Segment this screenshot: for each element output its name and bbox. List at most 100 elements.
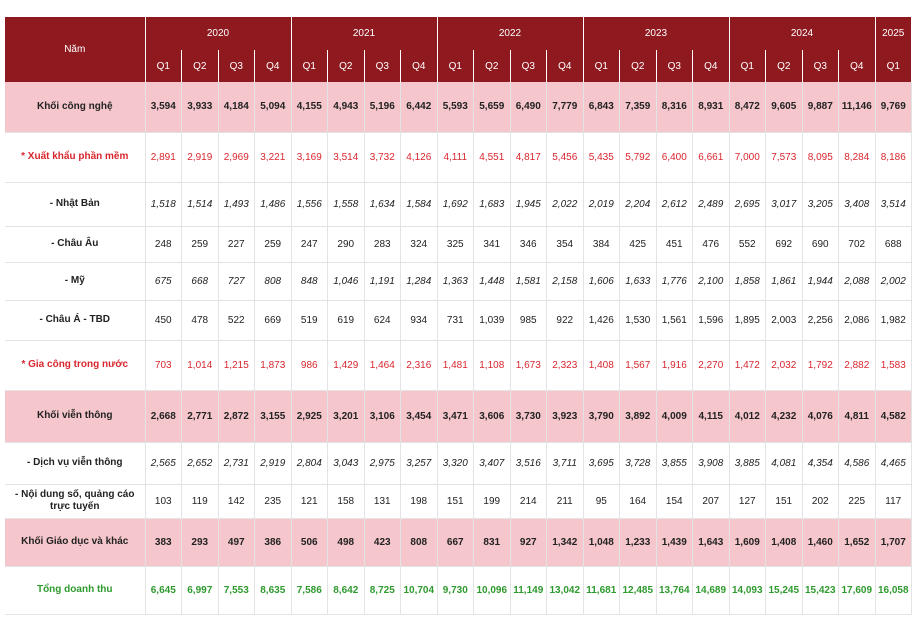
year-header: 2025 (875, 17, 912, 50)
value-cell: 1,408 (765, 518, 803, 567)
value-cell: 1,014 (181, 340, 219, 391)
year-row: Năm 2020 2021 2022 2023 2024 2025 (5, 17, 912, 82)
value-cell: 3,728 (619, 442, 657, 485)
value-cell: 9,605 (765, 82, 803, 133)
value-cell: 4,115 (692, 390, 730, 443)
value-cell: 5,593 (437, 82, 474, 133)
value-cell: 4,811 (838, 390, 876, 443)
value-cell: 9,730 (437, 566, 474, 615)
value-cell: 293 (181, 518, 219, 567)
value-cell: 8,284 (838, 132, 876, 183)
value-cell: 7,359 (619, 82, 657, 133)
value-cell: 2,316 (400, 340, 438, 391)
value-cell: 478 (181, 300, 219, 341)
year-header: 2024 (729, 17, 876, 50)
value-cell: 1,944 (802, 262, 839, 301)
value-cell: 1,486 (254, 182, 292, 227)
value-cell: 669 (254, 300, 292, 341)
value-cell: 2,872 (218, 390, 255, 443)
value-cell: 4,012 (729, 390, 766, 443)
value-cell: 3,695 (583, 442, 620, 485)
value-cell: 8,472 (729, 82, 766, 133)
value-cell: 3,454 (400, 390, 438, 443)
row-label: - Nội dung số, quảng cáo trực tuyến (5, 484, 146, 519)
value-cell: 2,975 (364, 442, 401, 485)
value-cell: 2,270 (692, 340, 730, 391)
table-row: Tổng doanh thu 6,645 6,997 7,553 8,635 7,586 8… (5, 566, 912, 615)
value-cell: 227 (218, 226, 255, 263)
value-cell: 6,645 (145, 566, 182, 615)
value-cell: 6,997 (181, 566, 219, 615)
value-cell: 1,634 (364, 182, 401, 227)
value-cell: 16,058 (875, 566, 912, 615)
value-cell: 1,426 (583, 300, 620, 341)
value-cell: 10,096 (473, 566, 511, 615)
value-cell: 121 (291, 484, 328, 519)
value-cell: 2,003 (765, 300, 803, 341)
value-cell: 1,895 (729, 300, 766, 341)
value-cell: 1,215 (218, 340, 255, 391)
value-cell: 450 (145, 300, 182, 341)
value-cell: 3,855 (656, 442, 693, 485)
value-cell: 3,732 (364, 132, 401, 183)
table-row: Khối viễn thông 2,668 2,771 2,872 3,155 2,925… (5, 390, 912, 443)
value-cell: 1,609 (729, 518, 766, 567)
quarter-header: Q4 (546, 50, 584, 82)
value-cell: 7,586 (291, 566, 328, 615)
value-cell: 127 (729, 484, 766, 519)
value-cell: 1,581 (510, 262, 547, 301)
quarter-header: Q3 (364, 50, 401, 82)
value-cell: 4,582 (875, 390, 912, 443)
value-cell: 15,423 (802, 566, 839, 615)
value-cell: 3,516 (510, 442, 547, 485)
row-label: - Mỹ (5, 262, 146, 301)
value-cell: 1,776 (656, 262, 693, 301)
value-cell: 1,048 (583, 518, 620, 567)
row-label: Khối viễn thông (5, 390, 146, 443)
value-cell: 927 (510, 518, 547, 567)
value-cell: 1,596 (692, 300, 730, 341)
value-cell: 624 (364, 300, 401, 341)
value-cell: 283 (364, 226, 401, 263)
value-cell: 3,933 (181, 82, 219, 133)
value-cell: 7,553 (218, 566, 255, 615)
value-cell: 14,093 (729, 566, 766, 615)
row-label: Tổng doanh thu (5, 566, 146, 615)
row-label: - Nhật Bản (5, 182, 146, 227)
row-label: - Dịch vụ viễn thông (5, 442, 146, 485)
value-cell: 5,196 (364, 82, 401, 133)
value-cell: 1,363 (437, 262, 474, 301)
value-cell: 1,916 (656, 340, 693, 391)
value-cell: 3,885 (729, 442, 766, 485)
value-cell: 15,245 (765, 566, 803, 615)
quarter-header: Q1 (291, 50, 328, 82)
value-cell: 1,567 (619, 340, 657, 391)
value-cell: 384 (583, 226, 620, 263)
value-cell: 154 (656, 484, 693, 519)
value-cell: 2,969 (218, 132, 255, 183)
value-cell: 2,652 (181, 442, 219, 485)
value-cell: 9,769 (875, 82, 912, 133)
value-cell: 325 (437, 226, 474, 263)
table-row: * Xuất khẩu phần mềm 2,891 2,919 2,969 3,221… (5, 132, 912, 183)
value-cell: 290 (327, 226, 365, 263)
value-cell: 3,106 (364, 390, 401, 443)
value-cell: 10,704 (400, 566, 438, 615)
value-cell: 5,094 (254, 82, 292, 133)
value-cell: 1,683 (473, 182, 511, 227)
value-cell: 1,514 (181, 182, 219, 227)
value-cell: 2,731 (218, 442, 255, 485)
value-cell: 2,032 (765, 340, 803, 391)
value-cell: 13,042 (546, 566, 584, 615)
value-cell: 3,514 (327, 132, 365, 183)
value-cell: 476 (692, 226, 730, 263)
value-cell: 1,707 (875, 518, 912, 567)
value-cell: 4,076 (802, 390, 839, 443)
value-cell: 14,689 (692, 566, 730, 615)
table-row: * Gia công trong nước 703 1,014 1,215 1,873 9… (5, 340, 912, 391)
value-cell: 1,945 (510, 182, 547, 227)
value-cell: 1,861 (765, 262, 803, 301)
value-cell: 922 (546, 300, 584, 341)
value-cell: 2,695 (729, 182, 766, 227)
value-cell: 8,931 (692, 82, 730, 133)
